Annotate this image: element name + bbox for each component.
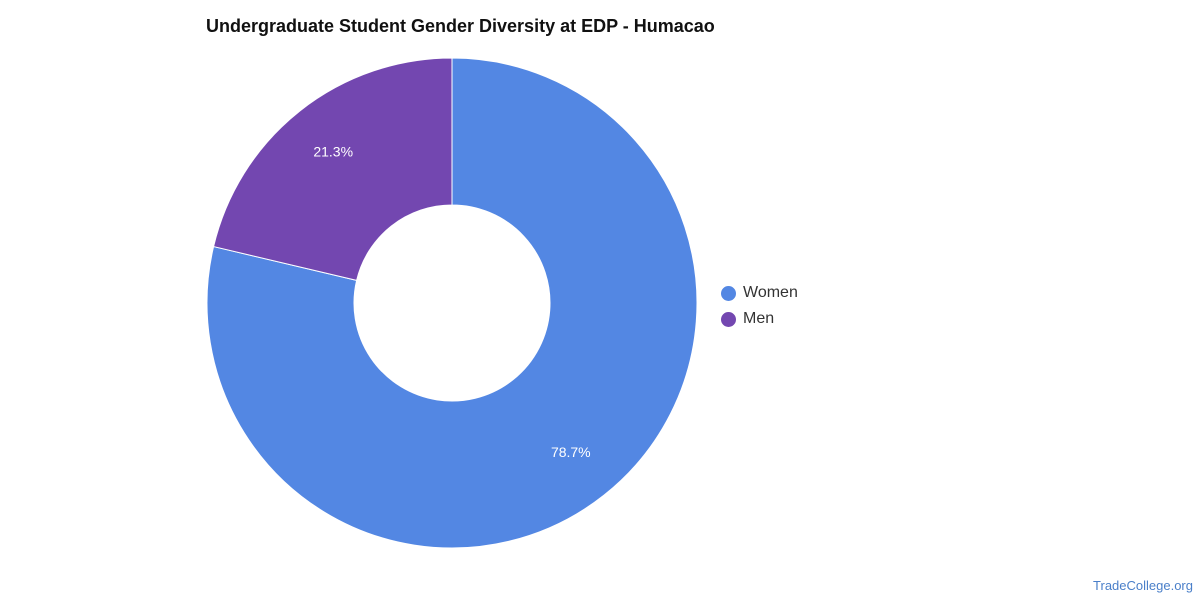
slice-label-men: 21.3% [313, 144, 353, 160]
legend-swatch-women [721, 285, 736, 301]
slice-label-women: 78.7% [551, 444, 591, 460]
legend-item-women[interactable]: Women [721, 280, 798, 306]
slice-women[interactable] [206, 57, 698, 549]
chart-title: Undergraduate Student Gender Diversity a… [206, 16, 715, 36]
slice-men[interactable] [212, 57, 453, 282]
legend-swatch-men [721, 311, 736, 327]
source-link[interactable]: TradeCollege.org [1093, 578, 1193, 593]
legend-item-men[interactable]: Men [721, 306, 798, 332]
legend-label-women: Women [743, 284, 798, 301]
chart-legend: Women Men [721, 280, 798, 332]
legend-label-men: Men [743, 310, 775, 327]
